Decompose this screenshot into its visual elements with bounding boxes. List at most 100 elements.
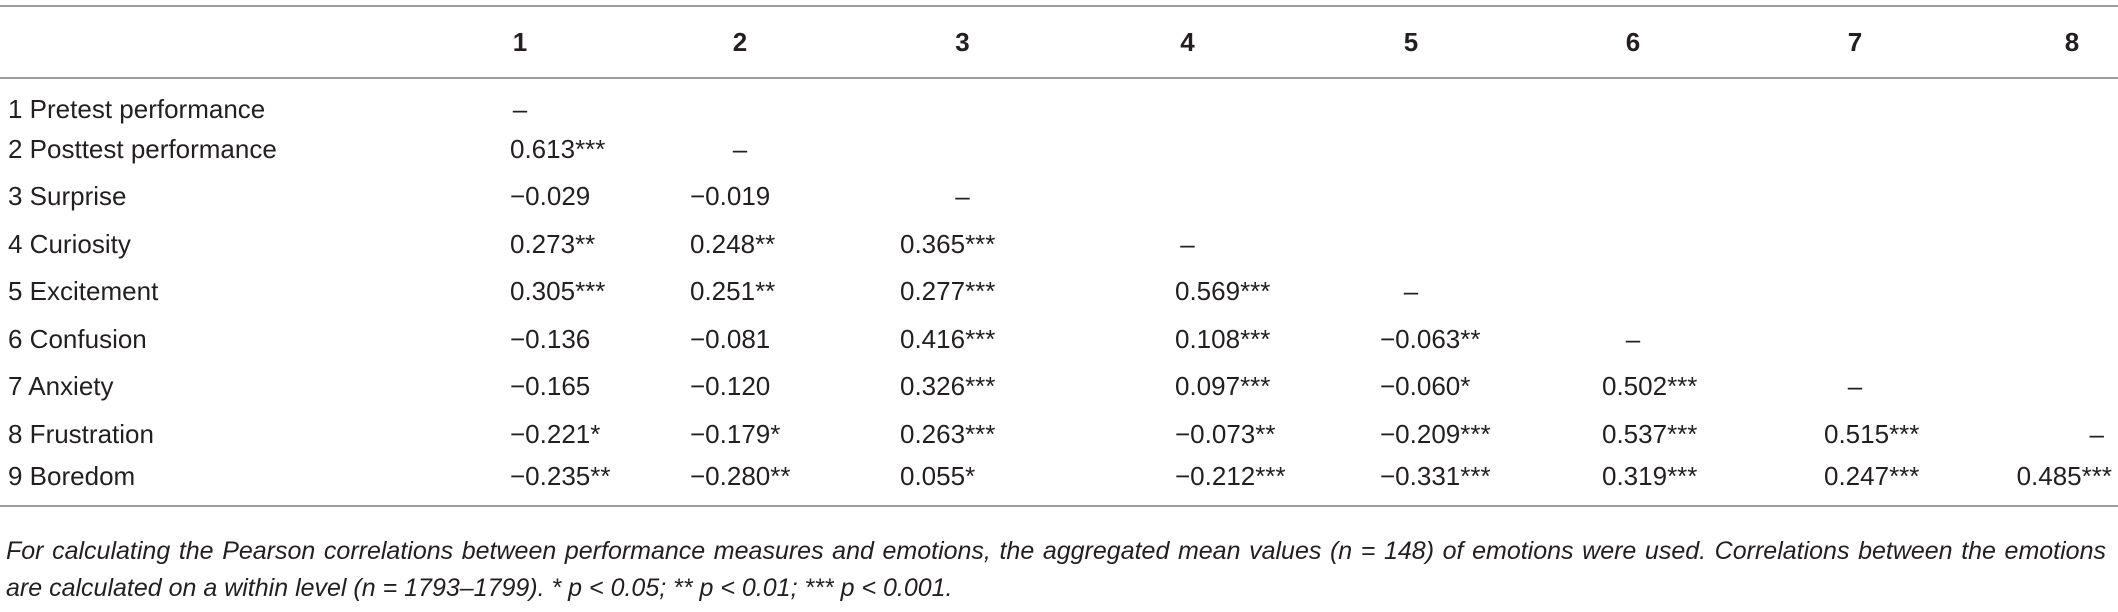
header-blank	[0, 5, 410, 79]
correlation-cell: 0.248**	[690, 228, 776, 259]
correlation-cell: 0.319***	[1522, 458, 1744, 507]
row-label: 1 Pretest performance	[8, 93, 266, 124]
table-row: 7 Anxiety −0.165 −0.120 0.326*** 0.097*** −0.…	[0, 363, 2118, 411]
correlation-cell: 0.502***	[1602, 371, 1698, 402]
empty-cell	[1966, 363, 2118, 411]
diagonal-dash: –	[2089, 418, 2104, 449]
empty-cell	[850, 78, 1075, 126]
table-row: 9 Boredom −0.235** −0.280** 0.055* −0.212***…	[0, 458, 2118, 507]
empty-cell	[1966, 268, 2118, 316]
correlation-cell: 0.326***	[900, 371, 996, 402]
correlation-cell: 0.108***	[1175, 323, 1271, 354]
correlation-cell: −0.221*	[510, 418, 601, 449]
diagonal-dash: –	[1625, 323, 1641, 354]
empty-cell	[1966, 316, 2118, 364]
correlation-cell: 0.055*	[850, 458, 1075, 507]
correlation-cell: 0.613***	[510, 133, 606, 164]
empty-cell	[1744, 268, 1966, 316]
row-label: 3 Surprise	[8, 181, 127, 212]
diagonal-dash: –	[955, 181, 970, 212]
empty-cell	[1522, 126, 1744, 174]
correlation-cell: −0.235**	[410, 458, 630, 507]
correlation-cell: −0.280**	[630, 458, 850, 507]
empty-cell	[1075, 78, 1300, 126]
correlation-cell: 0.251**	[690, 276, 776, 307]
column-header-7: 7	[1744, 5, 1966, 79]
empty-cell	[1744, 78, 1966, 126]
empty-cell	[1966, 78, 2118, 126]
row-label: 7 Anxiety	[8, 371, 114, 402]
table-row: 1 Pretest performance –	[0, 78, 2118, 126]
row-label: 5 Excitement	[8, 276, 159, 307]
column-header-2: 2	[630, 5, 850, 79]
correlation-cell: −0.073**	[1175, 418, 1276, 449]
empty-cell	[1966, 221, 2118, 269]
row-label: 4 Curiosity	[8, 228, 131, 259]
correlation-cell: −0.209***	[1380, 418, 1491, 449]
table-body: 1 Pretest performance –2 Posttest perform…	[0, 78, 2118, 507]
correlation-cell: 0.273**	[510, 228, 596, 259]
empty-cell	[1966, 126, 2118, 174]
correlation-cell: 0.247***	[1744, 458, 1966, 507]
column-header-8: 8	[1966, 5, 2118, 79]
correlation-cell: −0.081	[690, 323, 771, 354]
correlation-cell: 0.485***	[1966, 458, 2118, 507]
table-row: 5 Excitement 0.305*** 0.251** 0.277*** 0.569…	[0, 268, 2118, 316]
correlation-cell: −0.136	[510, 323, 591, 354]
column-header-6: 6	[1522, 5, 1744, 79]
empty-cell	[1300, 126, 1522, 174]
empty-cell	[1522, 221, 1744, 269]
correlation-cell: −0.331***	[1300, 458, 1522, 507]
empty-cell	[1522, 78, 1744, 126]
correlation-cell: −0.212***	[1075, 458, 1300, 507]
correlation-cell: −0.165	[510, 371, 591, 402]
correlation-cell: 0.416***	[900, 323, 996, 354]
table-row: 8 Frustration −0.221* −0.179* 0.263*** −0.07…	[0, 411, 2118, 459]
empty-cell	[1744, 173, 1966, 221]
correlation-cell: 0.537***	[1602, 418, 1698, 449]
row-label: 2 Posttest performance	[8, 133, 277, 164]
table-row: 6 Confusion −0.136 −0.081 0.416*** 0.108*** −…	[0, 316, 2118, 364]
correlation-cell: 0.515***	[1824, 418, 1920, 449]
diagonal-dash: –	[1403, 276, 1419, 307]
row-label: 8 Frustration	[8, 418, 154, 449]
correlation-cell: 0.277***	[900, 276, 996, 307]
empty-cell	[850, 126, 1075, 174]
row-label: 9 Boredom	[0, 458, 410, 507]
diagonal-dash: –	[1847, 371, 1863, 402]
empty-cell	[1075, 126, 1300, 174]
correlation-cell: 0.263***	[900, 418, 996, 449]
table-row: 4 Curiosity 0.273** 0.248** 0.365*** –	[0, 221, 2118, 269]
correlation-cell: 0.365***	[900, 228, 996, 259]
diagonal-dash: –	[1180, 228, 1195, 259]
empty-cell	[1300, 173, 1522, 221]
table-footnote: For calculating the Pearson correlations…	[6, 537, 2106, 602]
correlation-cell: 0.305***	[510, 276, 606, 307]
empty-cell	[1522, 268, 1744, 316]
empty-cell	[1522, 173, 1744, 221]
empty-cell	[1966, 173, 2118, 221]
column-header-4: 4	[1075, 5, 1300, 79]
correlation-cell: 0.097***	[1175, 371, 1271, 402]
table-row: 3 Surprise −0.029 −0.019 –	[0, 173, 2118, 221]
empty-cell	[1744, 221, 1966, 269]
table-row: 2 Posttest performance 0.613*** –	[0, 126, 2118, 174]
diagonal-dash: –	[732, 133, 748, 164]
correlation-cell: −0.120	[690, 371, 771, 402]
empty-cell	[1300, 221, 1522, 269]
column-header-1: 1	[410, 5, 630, 79]
correlation-cell: 0.569***	[1175, 276, 1271, 307]
diagonal-dash: –	[512, 93, 528, 124]
correlation-cell: −0.063**	[1380, 323, 1481, 354]
empty-cell	[630, 78, 850, 126]
empty-cell	[1744, 316, 1966, 364]
empty-cell	[1300, 78, 1522, 126]
column-header-5: 5	[1300, 5, 1522, 79]
row-label: 6 Confusion	[8, 323, 147, 354]
column-header-3: 3	[850, 5, 1075, 79]
correlation-cell: −0.179*	[690, 418, 781, 449]
correlation-cell: −0.019	[690, 181, 771, 212]
correlation-cell: −0.029	[510, 181, 591, 212]
